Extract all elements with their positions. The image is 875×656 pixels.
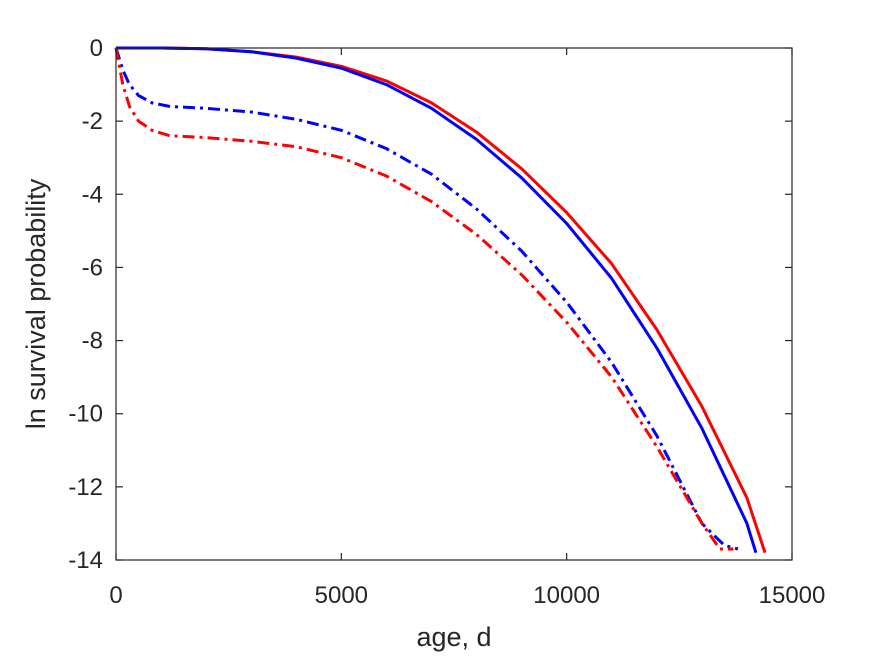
x-tick-label: 0 (109, 582, 122, 609)
x-axis-label: age, d (416, 622, 491, 652)
y-tick-label: -10 (68, 401, 103, 428)
y-tick-label: -6 (82, 254, 103, 281)
x-tick-label: 15000 (759, 582, 826, 609)
tick-layer: 0 5000 10000 15000 0 -2 -4 -6 -8 -10 -12 -14 (68, 35, 825, 609)
series-line-4 (114, 47, 734, 551)
y-tick-label: 0 (90, 35, 103, 62)
y-tick-label: -4 (82, 181, 103, 208)
y-tick-label: -14 (68, 547, 103, 574)
y-axis-label: ln survival probability (21, 178, 51, 429)
y-tick-label: -12 (68, 474, 103, 501)
x-tick-label: 10000 (533, 582, 600, 609)
y-tick-label: -2 (82, 108, 103, 135)
y-tick-label: -8 (82, 328, 103, 355)
series-line-2 (116, 46, 758, 554)
series-line-1 (116, 46, 767, 554)
x-tick-label: 5000 (315, 582, 368, 609)
series-layer (114, 46, 767, 554)
plot-frame (115, 47, 793, 561)
series-line-3 (114, 47, 739, 551)
